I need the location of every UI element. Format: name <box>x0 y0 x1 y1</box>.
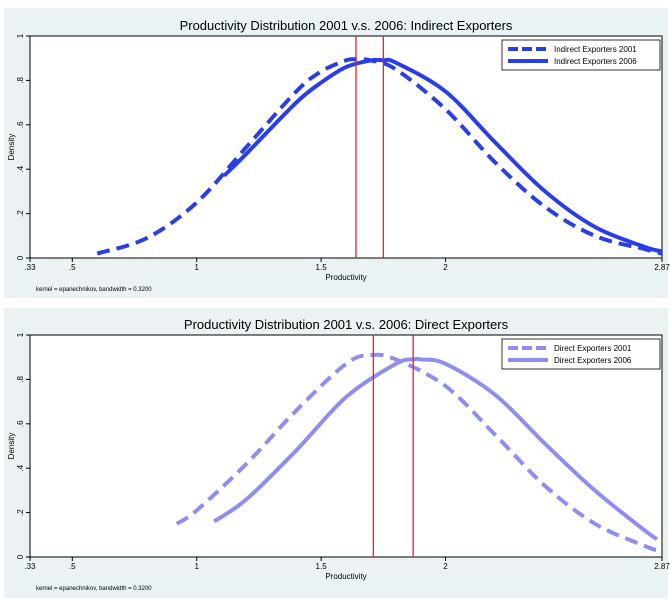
y-tick-label: .4 <box>16 464 25 471</box>
y-tick-label: 0 <box>16 255 25 260</box>
series-line-dashed <box>175 352 658 553</box>
legend-box <box>501 39 661 71</box>
y-tick-label: .2 <box>16 210 25 217</box>
y-tick-label: .8 <box>16 376 25 383</box>
x-tick-label: .33 <box>24 562 36 571</box>
y-tick-label: 1 <box>16 33 25 38</box>
legend-label: Direct Exporters 2001 <box>554 344 632 353</box>
chart-title: Productivity Distribution 2001 v.s. 2006… <box>184 317 509 332</box>
chart-panel-2: Productivity Distribution 2001 v.s. 2006… <box>4 308 670 598</box>
x-tick-label: 1.5 <box>316 263 328 272</box>
chart-title: Productivity Distribution 2001 v.s. 2006… <box>180 18 513 33</box>
x-tick-label: .33 <box>24 263 36 272</box>
x-tick-label: 2.87 <box>654 263 670 272</box>
x-tick-label: .5 <box>69 562 76 571</box>
legend-box <box>501 338 661 370</box>
y-tick-label: 0 <box>16 554 25 559</box>
x-tick-label: 2.87 <box>654 562 670 571</box>
series-line-solid <box>222 57 662 254</box>
legend-label: Indirect Exporters 2001 <box>554 45 637 54</box>
y-tick-label: .8 <box>16 77 25 84</box>
x-tick-label: 1.5 <box>316 562 328 571</box>
legend: Direct Exporters 2001 Direct Exporters 20… <box>501 338 661 370</box>
plot-area <box>29 35 663 259</box>
y-axis-label: Density <box>7 134 16 161</box>
series-line-dashed <box>96 57 662 256</box>
x-tick-label: 2 <box>443 263 448 272</box>
x-axis-label: Productivity <box>325 572 366 581</box>
x-tick-label: 2 <box>443 562 448 571</box>
kernel-note: kernel = epanechnikov, bandwidth = 0.320… <box>36 287 152 293</box>
series-line-solid <box>212 356 659 541</box>
legend-label: Direct Exporters 2006 <box>554 356 632 365</box>
y-tick-label: .6 <box>16 420 25 427</box>
y-axis-label: Density <box>7 433 16 460</box>
legend: Indirect Exporters 2001 Indirect Exporter… <box>501 39 661 71</box>
y-tick-label: 1 <box>16 332 25 337</box>
x-tick-label: 1 <box>194 562 199 571</box>
x-axis-label: Productivity <box>325 273 366 282</box>
y-tick-label: .2 <box>16 509 25 516</box>
kernel-note: kernel = epanechnikov, bandwidth = 0.320… <box>36 586 152 592</box>
y-tick-label: .6 <box>16 121 25 128</box>
x-tick-label: 1 <box>194 263 199 272</box>
plot-area <box>29 334 663 558</box>
y-tick-label: .4 <box>16 165 25 172</box>
chart-panel-1: Productivity Distribution 2001 v.s. 2006… <box>4 8 670 298</box>
x-tick-label: .5 <box>69 263 76 272</box>
legend-label: Indirect Exporters 2006 <box>554 57 637 66</box>
